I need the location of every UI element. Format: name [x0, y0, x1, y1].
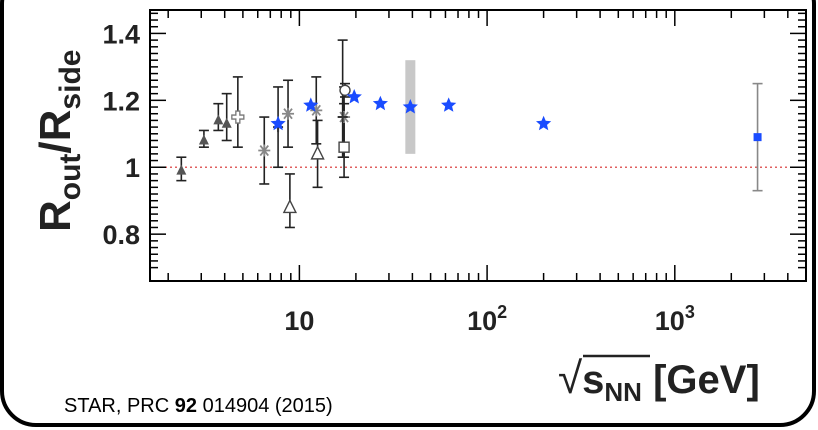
x-tick-base: 10	[655, 306, 685, 336]
x-tick-labels: 10 102 103	[284, 302, 694, 336]
data-point-asterisk	[258, 144, 271, 157]
data-point-triangle-open	[282, 198, 298, 214]
x-tick-exponent: 2	[497, 302, 507, 322]
y-axis-main-2: R	[31, 110, 80, 142]
data-markers	[176, 84, 762, 214]
x-tick-base: 10	[467, 306, 497, 336]
x-tick-base: 10	[284, 306, 314, 336]
y-axis-sub-2: side	[54, 50, 87, 110]
data-point-square	[753, 133, 762, 142]
x-tick-label: 103	[655, 302, 695, 336]
axis-ticks	[150, 10, 807, 281]
data-point-star	[372, 95, 388, 111]
data-point-square-open	[338, 141, 350, 153]
data-point-star	[346, 89, 362, 104]
data-point-star	[441, 97, 457, 112]
data-point-triangle-filled	[198, 134, 209, 145]
y-axis-slash: /	[31, 141, 80, 153]
citation: STAR, PRC 92 014904 (2015)	[64, 395, 333, 417]
data-point-star	[402, 99, 418, 114]
data-point-cross	[337, 112, 348, 123]
x-tick-exponent: 3	[685, 302, 695, 322]
x-tick-label: 102	[467, 302, 507, 336]
y-tick-label: 1.4	[102, 19, 140, 49]
data-point-circle-open	[339, 84, 351, 96]
data-point-asterisk	[310, 104, 323, 117]
citation-volume: 92	[175, 395, 197, 417]
data-point-star	[270, 115, 286, 131]
data-point-triangle-filled	[176, 164, 187, 175]
citation-post: 014904 (2015)	[197, 395, 333, 417]
x-axis-title: √sNN [GeV]	[558, 354, 760, 407]
x-axis-main: s	[582, 358, 604, 402]
data-point-triangle-filled	[213, 114, 224, 125]
data-point-triangle-open	[310, 145, 325, 160]
citation-pre: STAR, PRC	[64, 395, 175, 417]
data-point-cross-open	[231, 110, 245, 124]
y-axis-sub-1: out	[54, 154, 87, 201]
data-point-star	[303, 97, 319, 112]
x-axis-root: √	[558, 354, 583, 403]
data-point-star	[536, 115, 552, 131]
y-axis-main-1: R	[31, 200, 80, 232]
y-tick-label: 1.2	[102, 86, 140, 116]
y-tick-label: 0.8	[102, 220, 140, 250]
data-point-triangle-filled	[221, 117, 232, 128]
x-axis-unit: [GeV]	[642, 358, 760, 402]
x-axis-sub: NN	[604, 377, 642, 407]
data-point-asterisk	[282, 107, 295, 120]
y-tick-labels: 0.8 1 1.2 1.4	[102, 19, 140, 250]
x-tick-label: 10	[284, 306, 314, 336]
y-axis-title: Rout/Rside	[31, 50, 87, 232]
y-tick-label: 1	[125, 153, 140, 183]
